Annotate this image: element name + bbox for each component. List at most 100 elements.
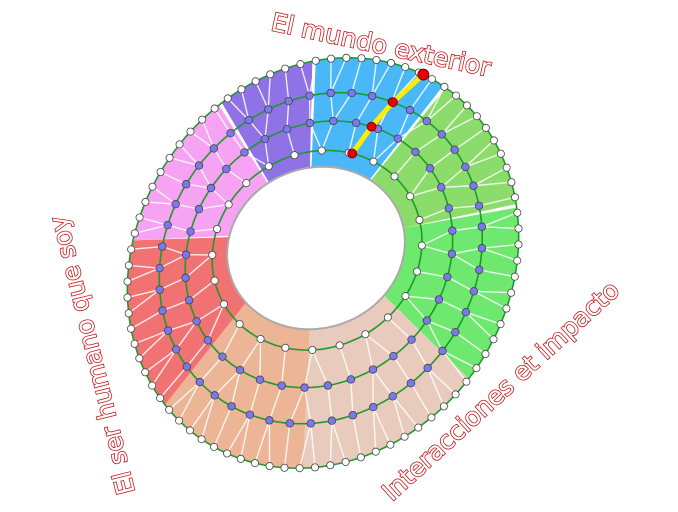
spoke <box>429 149 456 169</box>
spoke <box>303 387 312 424</box>
spoke <box>286 101 290 130</box>
spoke <box>409 167 431 197</box>
node-blue <box>171 199 180 209</box>
node-blue <box>244 115 254 125</box>
spoke <box>464 139 495 168</box>
node-white <box>513 256 522 265</box>
node-blue <box>158 242 167 251</box>
spoke <box>159 366 188 399</box>
spoke <box>309 122 323 151</box>
spoke <box>303 349 314 388</box>
node-blue <box>469 287 479 296</box>
spoke <box>214 108 232 134</box>
node-white <box>130 229 139 238</box>
spoke <box>427 367 445 407</box>
node-blue <box>184 296 194 305</box>
spoke <box>426 95 457 122</box>
node-blue <box>186 227 195 236</box>
node-white <box>507 288 516 297</box>
node-blue <box>367 91 377 101</box>
node-white <box>185 426 194 435</box>
node-white <box>135 213 144 222</box>
node-white <box>175 140 184 149</box>
spoke <box>409 78 433 111</box>
spoke <box>298 423 312 469</box>
spoke <box>451 253 480 271</box>
spoke <box>405 295 440 301</box>
spoke <box>189 394 216 431</box>
node-blue <box>171 345 181 354</box>
spoke <box>332 92 353 122</box>
node-white <box>165 405 174 414</box>
node-blue <box>218 352 227 361</box>
spoke <box>373 138 399 163</box>
spoke <box>244 151 270 167</box>
spoke <box>200 395 216 440</box>
node-blue <box>477 222 487 231</box>
spoke <box>159 277 186 291</box>
spoke <box>410 382 433 418</box>
spoke <box>213 406 233 448</box>
node-blue <box>327 416 337 425</box>
spoke <box>371 62 392 97</box>
node-blue <box>369 402 378 412</box>
node-blue <box>194 161 204 170</box>
spoke <box>264 138 270 167</box>
node-white <box>127 245 136 254</box>
node-blue <box>209 144 219 153</box>
node-white <box>372 55 381 64</box>
node-blue <box>393 134 403 143</box>
spoke <box>268 385 283 421</box>
spoke <box>409 186 442 197</box>
spoke <box>416 270 448 278</box>
spoke <box>134 329 169 345</box>
spoke <box>479 269 515 278</box>
spoke <box>473 290 512 294</box>
node-blue <box>443 272 452 282</box>
spoke <box>372 128 379 162</box>
node-white <box>415 215 424 224</box>
spoke <box>397 120 428 140</box>
spoke <box>186 339 209 368</box>
spoke <box>372 406 392 446</box>
node-white <box>510 272 519 281</box>
node-blue <box>285 419 295 428</box>
spoke <box>198 165 212 189</box>
node-blue <box>181 273 190 283</box>
node-blue <box>438 346 447 356</box>
spoke <box>481 247 518 262</box>
node-white <box>496 320 505 329</box>
spoke <box>167 320 197 332</box>
node-blue <box>300 383 309 392</box>
spoke <box>131 245 163 251</box>
node-white <box>210 276 219 285</box>
node-white <box>472 364 481 373</box>
node-blue <box>155 263 164 273</box>
spoke <box>127 267 160 283</box>
spoke <box>451 247 483 255</box>
node-blue <box>323 381 333 390</box>
node-white <box>427 413 436 422</box>
node-white <box>390 172 399 181</box>
node-blue <box>368 365 378 374</box>
node-blue <box>282 124 292 134</box>
spoke <box>454 331 486 355</box>
spoke <box>139 216 168 226</box>
spoke <box>387 316 413 341</box>
node-white <box>250 459 259 468</box>
node-white <box>310 463 319 472</box>
spoke <box>465 311 501 325</box>
node-white <box>256 334 265 343</box>
node-white <box>124 261 133 270</box>
node-white <box>400 432 409 441</box>
spoke <box>338 345 352 380</box>
node-blue <box>195 377 204 387</box>
node-white <box>386 440 395 449</box>
node-white <box>452 91 461 100</box>
node-blue <box>240 148 249 157</box>
spoke <box>267 74 271 110</box>
node-blue <box>222 164 231 174</box>
node-blue <box>255 375 265 384</box>
spoke <box>207 303 225 341</box>
